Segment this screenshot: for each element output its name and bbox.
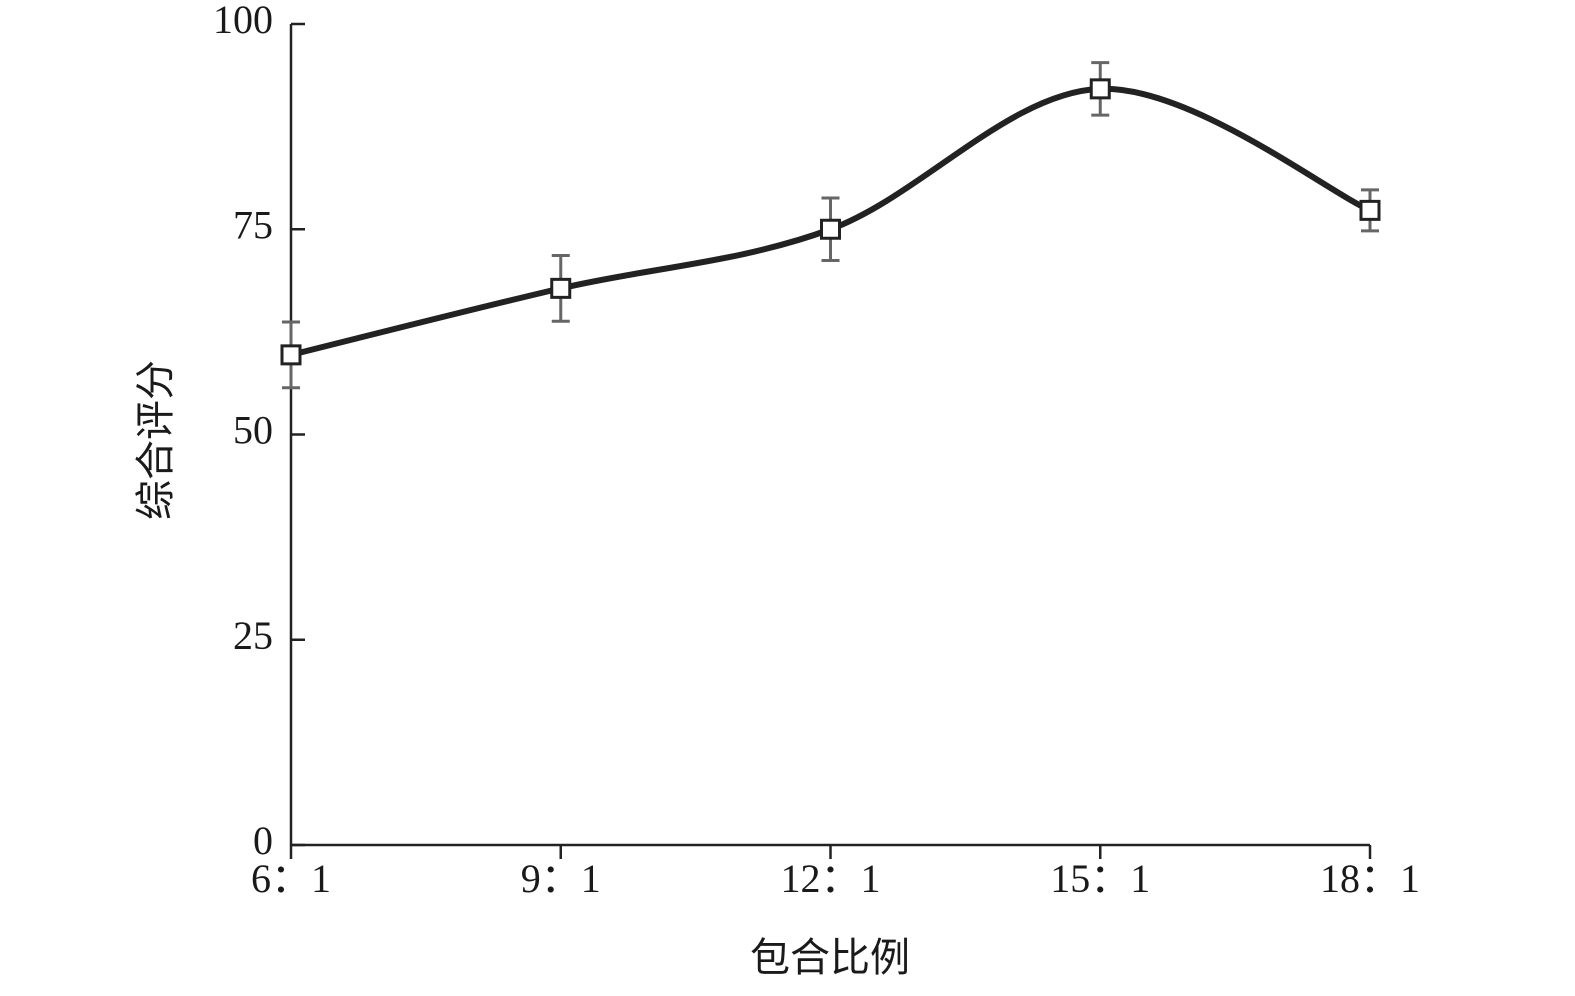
marker xyxy=(820,218,841,240)
marker xyxy=(1359,199,1381,221)
x-tick-label: 18：1 xyxy=(1320,856,1420,901)
marker xyxy=(550,277,572,299)
marker xyxy=(1089,78,1111,100)
x-tick-label: 12：1 xyxy=(781,856,881,901)
y-tick-label: 75 xyxy=(233,202,273,247)
y-tick-label: 50 xyxy=(233,408,273,453)
x-tick-label: 6：1 xyxy=(251,856,331,901)
y-tick-label: 100 xyxy=(213,0,273,42)
marker xyxy=(280,344,302,366)
y-tick-label: 0 xyxy=(253,818,273,863)
x-tick-label: 15：1 xyxy=(1050,856,1150,901)
y-axis-title: 综合评分 xyxy=(133,360,178,520)
y-tick-label: 25 xyxy=(233,613,273,658)
x-axis-title: 包合比例 xyxy=(750,935,910,980)
x-tick-label: 9：1 xyxy=(521,856,601,901)
